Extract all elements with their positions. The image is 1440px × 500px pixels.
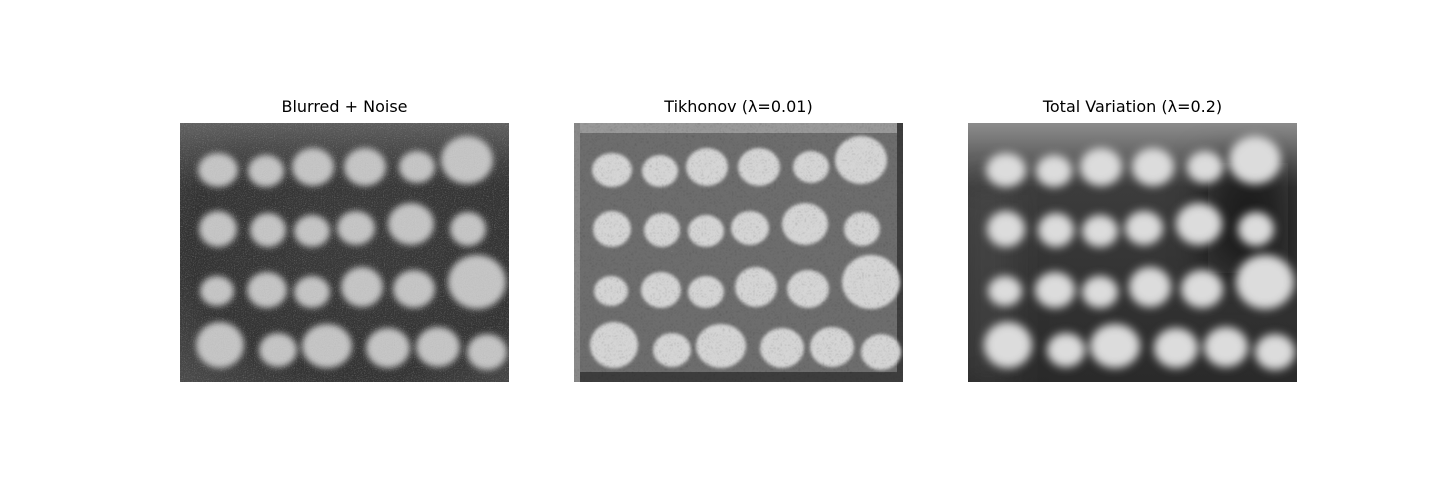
panel-title: Tikhonov (λ=0.01) bbox=[574, 97, 903, 116]
total-variation-image bbox=[968, 123, 1297, 382]
panel-title: Blurred + Noise bbox=[180, 97, 509, 116]
panel-tikhonov: Tikhonov (λ=0.01) bbox=[574, 0, 903, 500]
blurred-noise-image bbox=[180, 123, 509, 382]
panel-title: Total Variation (λ=0.2) bbox=[968, 97, 1297, 116]
panel-total-variation: Total Variation (λ=0.2) bbox=[968, 0, 1297, 500]
panel-blurred-noise: Blurred + Noise bbox=[180, 0, 509, 500]
tikhonov-image bbox=[574, 123, 903, 382]
